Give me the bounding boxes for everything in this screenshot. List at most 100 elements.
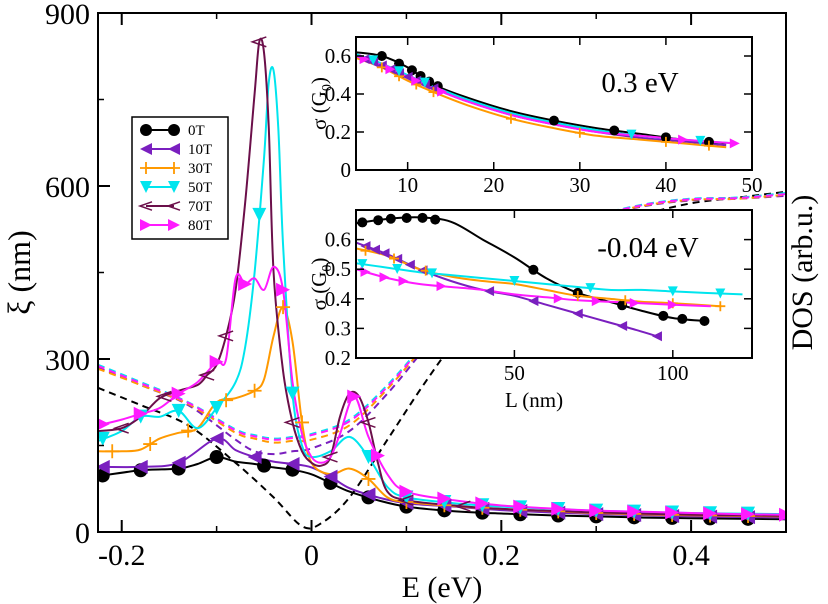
y-tick-label: 0 <box>75 517 90 550</box>
marker-10T <box>171 455 186 470</box>
main-curves <box>98 36 786 530</box>
y-tick-label: 600 <box>45 171 90 204</box>
legend-marker-50T <box>168 181 180 193</box>
marker-80T <box>209 354 224 369</box>
inset-marker-80T <box>553 293 564 304</box>
marker-70T <box>112 422 129 434</box>
legend: 0T 10T 30T 50T 70T 80T <box>131 116 229 240</box>
inset-marker-50T <box>509 276 520 287</box>
inset-marker-0T <box>417 212 428 223</box>
marker-80T <box>513 499 528 514</box>
inset-marker-0T <box>430 214 441 225</box>
inset-y-axis-label: σ (G0) <box>307 77 335 130</box>
marker-30T <box>276 300 291 315</box>
inset-marker-0T <box>373 215 384 226</box>
inset-marker-0T <box>376 51 387 61</box>
marker-70T <box>397 494 414 506</box>
inset-marker-0T <box>658 310 669 321</box>
inset-marker-80T <box>591 296 602 307</box>
marker-70T <box>359 416 376 429</box>
inset-x-tick-label: 50 <box>742 173 763 197</box>
inset-marker-80T <box>729 138 740 149</box>
inset-marker-50T <box>427 268 438 279</box>
legend-label-0T: 0T <box>188 123 205 139</box>
inset-marker-10T <box>651 331 662 342</box>
x-tick-label: 0.4 <box>672 539 710 572</box>
inset-y-tick-label: 0.5 <box>325 257 351 281</box>
inset-x-axis-label: L (nm) <box>505 388 563 412</box>
inset-marker-30T <box>660 136 671 147</box>
inset-frame <box>355 209 753 359</box>
inset-marker-50T <box>368 55 379 66</box>
inset-marker-50T <box>667 286 678 297</box>
marker-30T <box>219 393 234 408</box>
marker-80T <box>171 386 186 401</box>
inset-annotation: -0.04 eV <box>597 232 699 264</box>
inset-y-tick-label: 0.4 <box>325 287 352 311</box>
inset-marker-0T <box>528 264 539 275</box>
marker-80T <box>347 389 362 404</box>
marker-10T <box>323 469 338 484</box>
inset-marker-10T <box>379 248 390 259</box>
inset-marker-0T <box>549 115 559 126</box>
legend-label-10T: 10T <box>188 142 212 158</box>
xi-curve-80T <box>98 265 786 516</box>
marker-80T <box>437 491 452 506</box>
marker-70T <box>283 416 300 429</box>
inset-marker-10T <box>402 71 413 82</box>
legend-marker-30T <box>140 162 152 174</box>
inset-marker-50T <box>626 129 637 140</box>
x-tick-label: 0.2 <box>483 539 521 572</box>
inset-curves <box>356 212 743 342</box>
inset-marker-50T <box>394 66 405 77</box>
marker-0T <box>209 450 224 465</box>
inset-y-tick-label: 0.4 <box>325 82 352 106</box>
legend-box <box>131 116 229 240</box>
inset-x-tick-label: 30 <box>569 173 590 197</box>
marker-70T <box>216 330 234 342</box>
marker-80T <box>475 496 490 511</box>
dos-curve-10T <box>98 194 786 456</box>
inset-marker-0T <box>394 58 405 69</box>
inset-curve-30T <box>356 247 721 308</box>
inset-marker-50T <box>695 135 706 146</box>
legend-marker-0T <box>140 124 152 136</box>
inset-marker-50T <box>419 77 430 88</box>
marker-80T <box>703 506 718 521</box>
y-tick-label: 300 <box>45 344 90 377</box>
marker-70T <box>155 390 172 402</box>
legend-label-70T: 70T <box>188 199 212 215</box>
marker-10T <box>361 487 376 502</box>
inset-marker-10T <box>528 296 539 307</box>
inset-marker-80T <box>436 281 447 292</box>
inset-marker-10T <box>370 244 381 255</box>
inset-marker-80T <box>411 75 422 86</box>
inset-frame <box>355 36 753 171</box>
legend-marker-10T <box>168 143 180 155</box>
legend-marker-30T <box>168 162 180 174</box>
inset-marker-30T <box>703 140 714 151</box>
marker-50T <box>209 401 224 416</box>
marker-10T <box>98 459 110 474</box>
marker-30T <box>247 383 262 398</box>
marker-80T <box>551 501 566 516</box>
inset-marker-80T <box>667 299 678 310</box>
inset-y-tick-label: 0.6 <box>325 228 351 252</box>
inset-marker-0T <box>406 65 417 76</box>
marker-80T <box>627 504 642 519</box>
marker-80T <box>133 406 148 421</box>
legend-label-50T: 50T <box>188 180 212 196</box>
inset-x-tick-label: 20 <box>483 173 504 197</box>
inset-marker-30T <box>620 295 631 306</box>
marker-80T <box>399 484 414 499</box>
inset-marker-0T <box>609 125 620 136</box>
marker-10T <box>209 431 224 446</box>
marker-10T <box>247 450 262 465</box>
inset-marker-50T <box>392 264 403 275</box>
legend-label-80T: 80T <box>188 218 212 234</box>
legend-marker-50T <box>140 181 152 193</box>
marker-80T <box>589 503 604 518</box>
x-tick-label: -0.2 <box>98 539 146 572</box>
